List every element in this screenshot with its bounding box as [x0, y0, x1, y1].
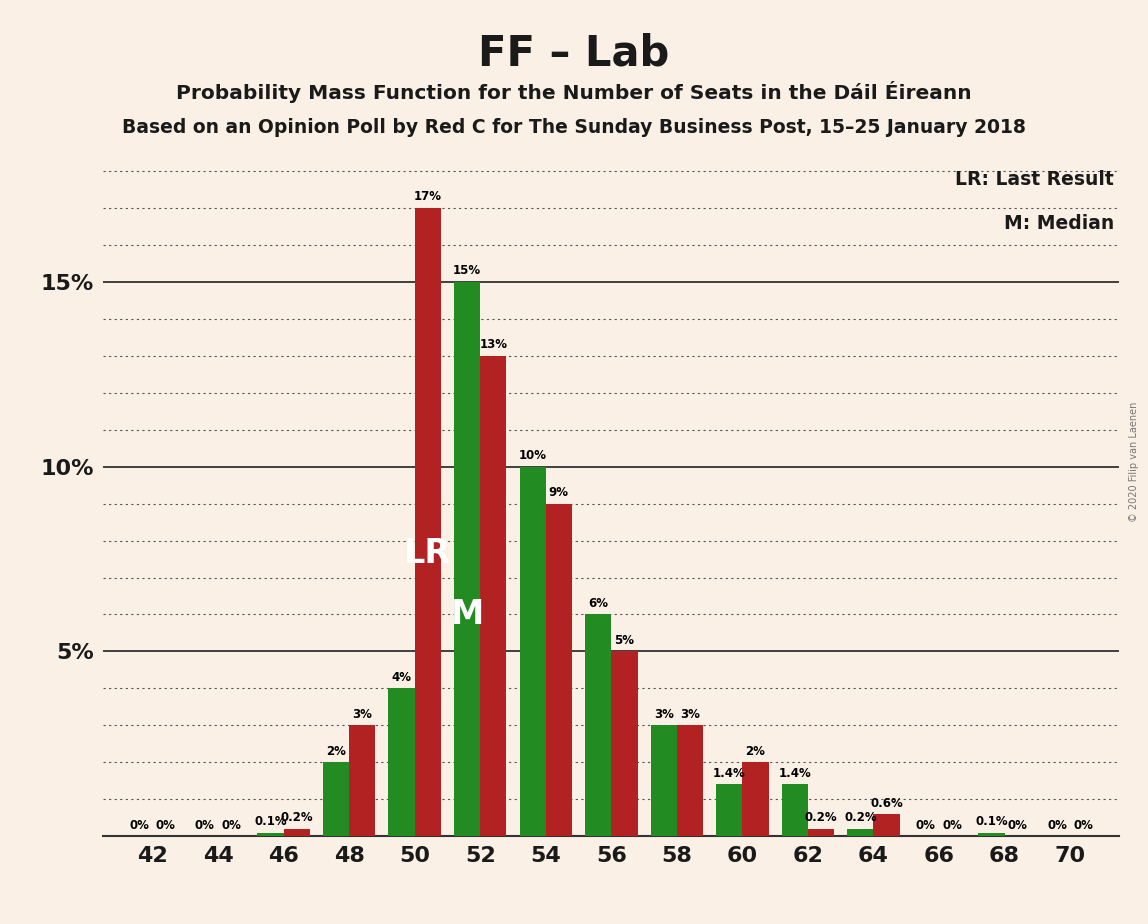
Text: 0.1%: 0.1% — [975, 815, 1008, 828]
Bar — [611, 651, 637, 836]
Text: 0.2%: 0.2% — [844, 811, 877, 824]
Text: M: M — [450, 598, 483, 631]
Text: 0%: 0% — [156, 819, 176, 832]
Bar — [545, 504, 572, 836]
Text: 1.4%: 1.4% — [778, 767, 812, 780]
Bar — [388, 688, 414, 836]
Bar — [349, 725, 375, 836]
Text: 0.2%: 0.2% — [280, 811, 313, 824]
Bar — [782, 784, 808, 836]
Text: LR: Last Result: LR: Last Result — [955, 170, 1115, 188]
Text: 0%: 0% — [1047, 819, 1066, 832]
Bar — [323, 762, 349, 836]
Text: 0%: 0% — [943, 819, 962, 832]
Text: 3%: 3% — [654, 708, 674, 721]
Bar — [480, 356, 506, 836]
Text: Based on an Opinion Poll by Red C for The Sunday Business Post, 15–25 January 20: Based on an Opinion Poll by Red C for Th… — [122, 118, 1026, 138]
Text: 0%: 0% — [1073, 819, 1093, 832]
Text: 10%: 10% — [519, 449, 546, 462]
Text: LR: LR — [404, 537, 451, 570]
Text: 0%: 0% — [222, 819, 241, 832]
Bar — [716, 784, 743, 836]
Text: 0.2%: 0.2% — [805, 811, 837, 824]
Bar — [257, 833, 284, 836]
Bar — [978, 833, 1004, 836]
Text: FF – Lab: FF – Lab — [479, 32, 669, 74]
Text: 0.6%: 0.6% — [870, 796, 903, 809]
Text: 6%: 6% — [588, 597, 608, 610]
Text: Probability Mass Function for the Number of Seats in the Dáil Éireann: Probability Mass Function for the Number… — [176, 81, 972, 103]
Bar — [284, 829, 310, 836]
Text: 13%: 13% — [480, 338, 507, 351]
Text: M: Median: M: Median — [1004, 214, 1115, 233]
Bar — [677, 725, 703, 836]
Text: 0%: 0% — [1008, 819, 1027, 832]
Text: 0%: 0% — [195, 819, 215, 832]
Bar — [585, 614, 612, 836]
Text: 0.1%: 0.1% — [254, 815, 287, 828]
Text: 0%: 0% — [916, 819, 936, 832]
Bar — [847, 829, 874, 836]
Bar — [453, 282, 480, 836]
Text: 4%: 4% — [391, 671, 412, 684]
Text: © 2020 Filip van Laenen: © 2020 Filip van Laenen — [1130, 402, 1139, 522]
Text: 3%: 3% — [680, 708, 700, 721]
Bar — [414, 208, 441, 836]
Text: 9%: 9% — [549, 486, 569, 499]
Text: 1.4%: 1.4% — [713, 767, 746, 780]
Text: 2%: 2% — [745, 745, 766, 758]
Bar — [743, 762, 769, 836]
Text: 0%: 0% — [130, 819, 149, 832]
Text: 2%: 2% — [326, 745, 346, 758]
Text: 15%: 15% — [453, 264, 481, 277]
Text: 3%: 3% — [352, 708, 372, 721]
Text: 5%: 5% — [614, 634, 635, 647]
Bar — [651, 725, 677, 836]
Text: 17%: 17% — [413, 190, 442, 203]
Bar — [520, 467, 545, 836]
Bar — [808, 829, 835, 836]
Bar — [874, 814, 900, 836]
